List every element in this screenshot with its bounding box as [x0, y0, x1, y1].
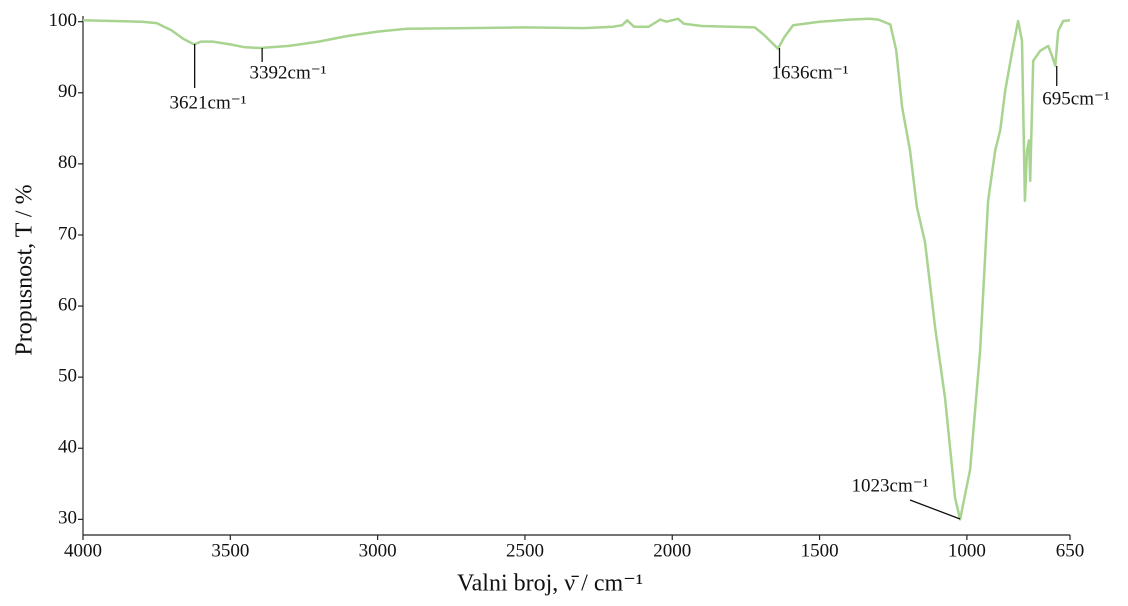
y-tick-label: 40: [58, 437, 77, 458]
x-tick-label: 650: [1056, 540, 1085, 561]
y-tick-label: 60: [58, 294, 77, 315]
x-tick-label: 2500: [506, 540, 544, 561]
x-tick-label: 1000: [948, 540, 986, 561]
x-tick-label: 1500: [801, 540, 839, 561]
y-tick-label: 90: [58, 81, 77, 102]
annotation-label: 3392cm⁻¹: [250, 62, 327, 83]
x-tick-label: 2000: [653, 540, 691, 561]
annotation-label: 1636cm⁻¹: [772, 62, 849, 83]
y-axis-title: Propusnost, T / %: [12, 184, 38, 355]
y-tick-label: 80: [58, 152, 77, 173]
annotation-line: [909, 499, 961, 520]
annotation-label: 695cm⁻¹: [1042, 88, 1110, 109]
annotation-label: 3621cm⁻¹: [170, 92, 247, 113]
x-tick-label: 4000: [64, 540, 102, 561]
y-tick-label: 70: [58, 223, 77, 244]
y-tick-label: 50: [58, 366, 77, 387]
x-tick-label: 3500: [211, 540, 249, 561]
y-tick-label: 100: [49, 10, 78, 31]
annotation-label: 1023cm⁻¹: [852, 475, 929, 496]
spectrum-line: [82, 17, 1071, 521]
y-tick-label: 30: [58, 508, 77, 529]
x-axis-title: Valni broj, ν̄ / cm⁻¹: [457, 571, 643, 597]
x-tick-label: 3000: [359, 540, 397, 561]
